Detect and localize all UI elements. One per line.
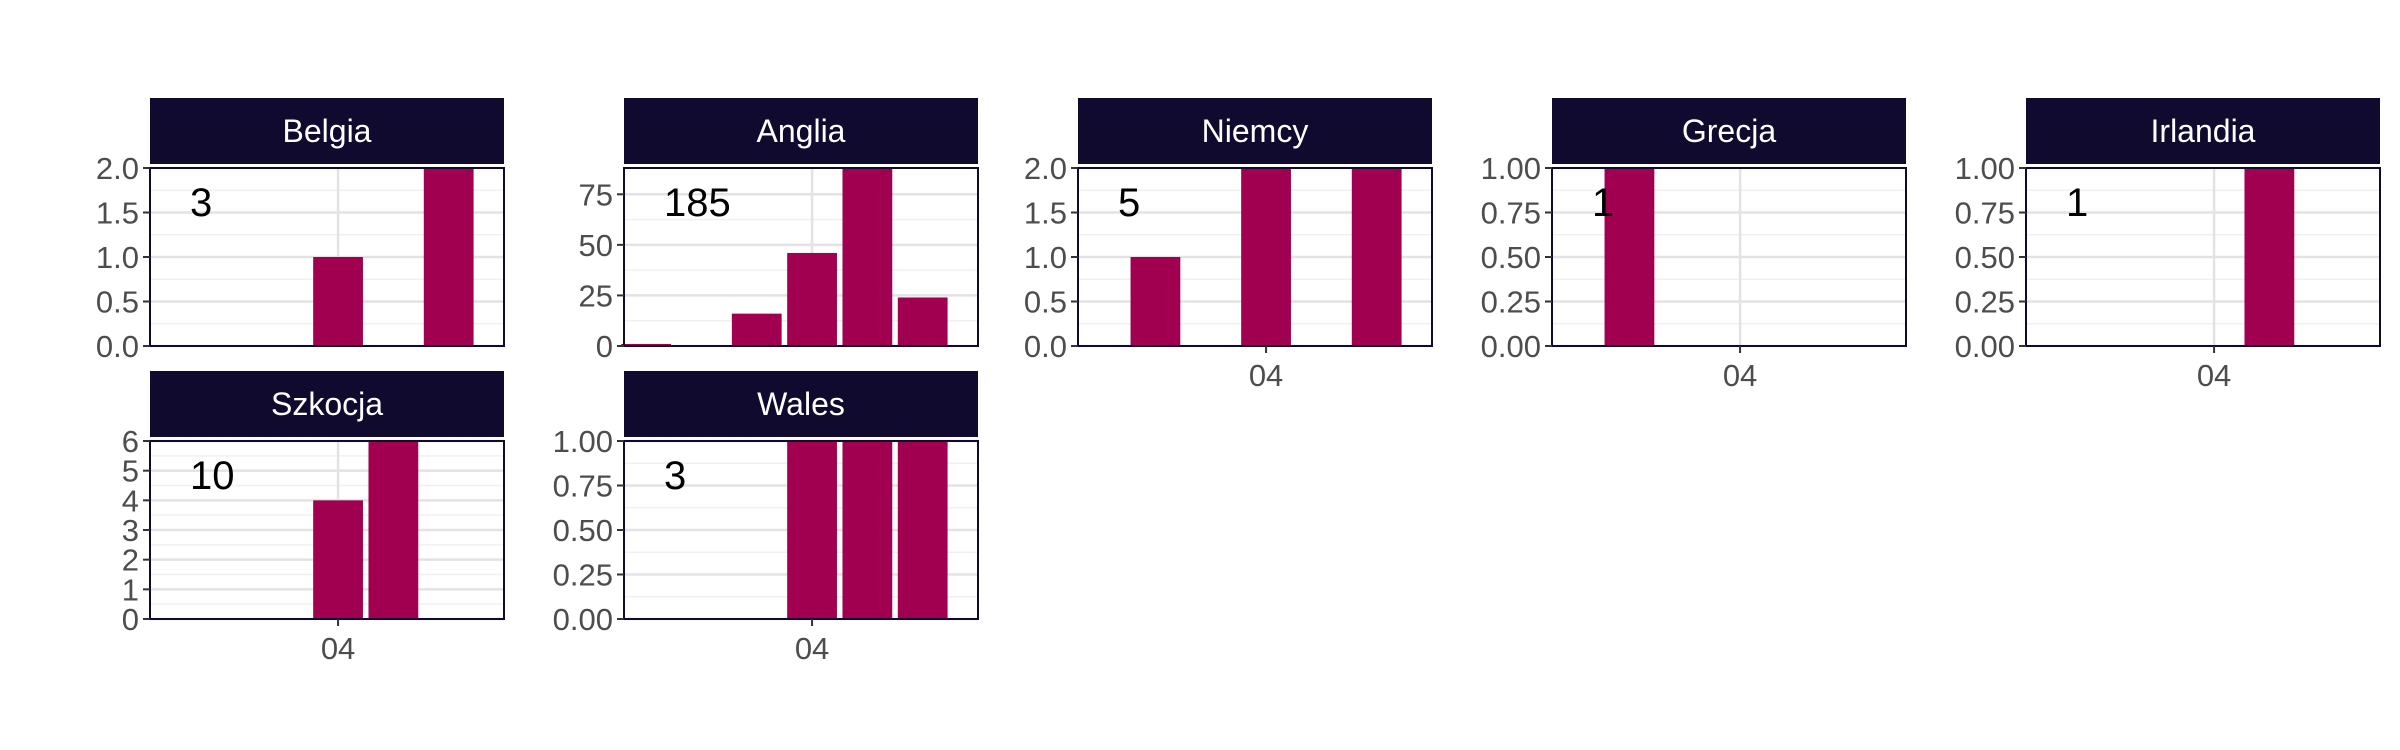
total-annotation: 5 bbox=[1118, 181, 1140, 225]
panel-belgia: Belgia 3 0.0 0.5 1.0 1.5 2.0 bbox=[96, 98, 505, 364]
y-tick-label: 0.5 bbox=[1024, 285, 1067, 320]
strip-label-anglia: Anglia bbox=[757, 113, 846, 149]
strip-label-irlandia: Irlandia bbox=[2151, 113, 2256, 149]
bar bbox=[1130, 257, 1181, 346]
y-tick-label: 1.5 bbox=[1024, 196, 1067, 231]
y-tick-label: 0.75 bbox=[553, 469, 613, 504]
y-tick-label: 1.00 bbox=[1955, 151, 2015, 186]
total-annotation: 10 bbox=[190, 454, 235, 498]
bar bbox=[897, 297, 948, 346]
total-annotation: 1 bbox=[2066, 181, 2088, 225]
bar bbox=[842, 441, 893, 619]
panel-niemcy: Niemcy 5 0.0 0.5 1.0 1.5 2.0 04 bbox=[1024, 98, 1433, 393]
x-tick-label: 04 bbox=[321, 631, 355, 666]
strip-niemcy bbox=[1078, 98, 1432, 164]
bar bbox=[423, 168, 474, 346]
y-tick-label: 0.50 bbox=[553, 513, 613, 548]
bar bbox=[897, 441, 948, 619]
x-tick-label: 04 bbox=[1249, 358, 1283, 393]
y-tick-label: 0.50 bbox=[1955, 240, 2015, 275]
strip-label-grecja: Grecja bbox=[1682, 113, 1776, 149]
y-tick-label: 0.75 bbox=[1955, 196, 2015, 231]
strip-anglia bbox=[624, 98, 978, 164]
bar bbox=[842, 168, 893, 346]
y-tick-label: 2.0 bbox=[1024, 151, 1067, 186]
bar bbox=[621, 343, 672, 346]
y-tick-label: 2.0 bbox=[96, 151, 139, 186]
bar bbox=[787, 441, 837, 619]
strip-belgia bbox=[150, 98, 504, 164]
y-tick-label: 1.00 bbox=[1481, 151, 1541, 186]
panel-wales: Wales 3 0.00 0.25 0.50 0.75 1.00 04 bbox=[553, 371, 979, 666]
y-tick-label: 0.25 bbox=[553, 558, 613, 593]
y-tick-label: 0.25 bbox=[1481, 285, 1541, 320]
bar bbox=[1351, 168, 1402, 346]
y-tick-label: 0.00 bbox=[1481, 329, 1541, 364]
y-tick-label: 0.0 bbox=[96, 329, 139, 364]
y-tick-label: 1.0 bbox=[96, 240, 139, 275]
panel-irlandia: Irlandia 1 0.00 0.25 0.50 0.75 1.00 04 bbox=[1955, 98, 2381, 393]
y-tick-label: 1.0 bbox=[1024, 240, 1067, 275]
panel-anglia: Anglia 185 0 25 50 75 bbox=[579, 98, 979, 364]
strip-label-szkocja: Szkocja bbox=[271, 386, 383, 422]
bar bbox=[313, 257, 363, 346]
total-annotation: 3 bbox=[190, 181, 212, 225]
panel-border bbox=[623, 167, 979, 347]
strip-grecja bbox=[1552, 98, 1906, 164]
bar bbox=[368, 441, 419, 619]
y-tick-label: 6 bbox=[122, 424, 139, 459]
y-tick-label: 0 bbox=[122, 602, 139, 637]
y-tick-label: 1 bbox=[122, 572, 139, 607]
x-tick-label: 04 bbox=[795, 631, 829, 666]
y-tick-label: 0.00 bbox=[1955, 329, 2015, 364]
y-tick-label: 0 bbox=[596, 329, 613, 364]
bar bbox=[1241, 168, 1291, 346]
total-annotation: 3 bbox=[664, 454, 686, 498]
strip-irlandia bbox=[2026, 98, 2380, 164]
y-tick-label: 1.00 bbox=[553, 424, 613, 459]
bar bbox=[1604, 168, 1655, 346]
bar bbox=[787, 252, 837, 346]
y-tick-label: 0.75 bbox=[1481, 196, 1541, 231]
y-tick-label: 0.50 bbox=[1481, 240, 1541, 275]
strip-szkocja bbox=[150, 371, 504, 437]
bar bbox=[313, 500, 363, 619]
panel-grecja: Grecja 1 0.00 0.25 0.50 0.75 1.00 04 bbox=[1481, 98, 1907, 393]
total-annotation: 1 bbox=[1592, 181, 1614, 225]
strip-label-niemcy: Niemcy bbox=[1202, 113, 1309, 149]
y-tick-label: 0.25 bbox=[1955, 285, 2015, 320]
bar bbox=[731, 313, 782, 346]
x-tick-label: 04 bbox=[2197, 358, 2231, 393]
y-tick-label: 75 bbox=[579, 177, 613, 212]
y-tick-label: 25 bbox=[579, 278, 613, 313]
bar bbox=[2244, 168, 2295, 346]
y-tick-label: 2 bbox=[122, 543, 139, 578]
total-annotation: 185 bbox=[664, 181, 731, 225]
y-tick-label: 0.00 bbox=[553, 602, 613, 637]
y-tick-label: 1.5 bbox=[96, 196, 139, 231]
y-tick-label: 3 bbox=[122, 513, 139, 548]
strip-label-belgia: Belgia bbox=[283, 113, 372, 149]
y-tick-label: 5 bbox=[122, 454, 139, 489]
strip-wales bbox=[624, 371, 978, 437]
x-tick-label: 04 bbox=[1723, 358, 1757, 393]
y-tick-label: 4 bbox=[122, 483, 139, 518]
y-tick-label: 0.5 bbox=[96, 285, 139, 320]
strip-label-wales: Wales bbox=[757, 386, 845, 422]
y-tick-label: 50 bbox=[579, 228, 613, 263]
y-tick-label: 0.0 bbox=[1024, 329, 1067, 364]
